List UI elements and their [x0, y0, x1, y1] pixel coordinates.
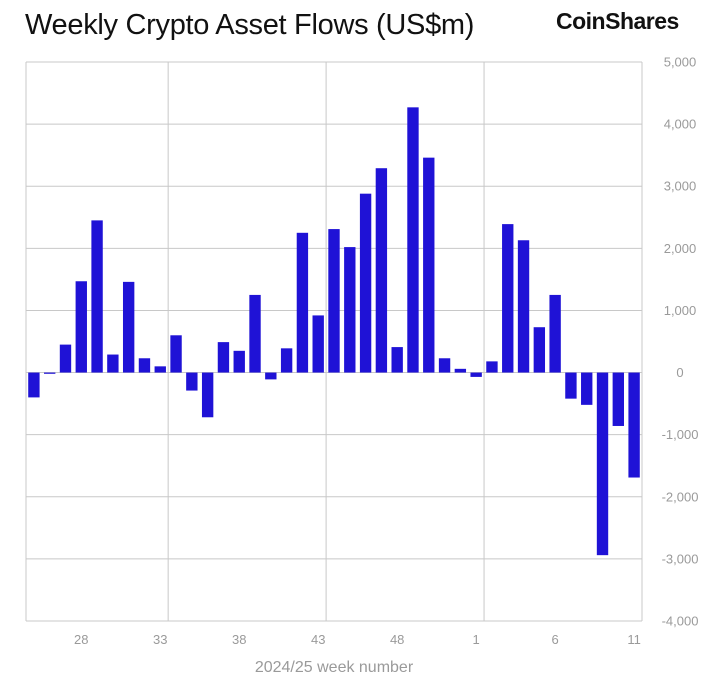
bar: [454, 368, 467, 373]
x-tick-label: 6: [552, 632, 559, 647]
x-tick-label: 28: [74, 632, 88, 647]
bar: [612, 372, 624, 426]
bar: [75, 281, 87, 373]
bar: [233, 350, 245, 373]
bar: [265, 372, 277, 380]
bar: [312, 315, 324, 373]
bar: [344, 247, 356, 373]
bars: [28, 107, 640, 556]
y-tick-label: 0: [676, 365, 683, 380]
y-tick-label: -2,000: [662, 489, 699, 504]
x-tick-label: 33: [153, 632, 167, 647]
x-tick-label: 38: [232, 632, 246, 647]
bar: [328, 229, 340, 373]
bar: [91, 220, 103, 373]
bar: [170, 335, 182, 373]
bar: [359, 193, 372, 373]
y-tick-label: 5,000: [664, 55, 697, 70]
bar: [280, 348, 293, 373]
y-tick-label: 2,000: [664, 241, 697, 256]
y-tick-label: 1,000: [664, 303, 697, 318]
x-tick-label: 48: [390, 632, 404, 647]
bar: [375, 168, 388, 373]
bar: [201, 372, 214, 418]
bar: [549, 294, 561, 373]
y-tick-label: 3,000: [664, 179, 697, 194]
chart-title: Weekly Crypto Asset Flows (US$m): [25, 9, 475, 41]
bar: [565, 372, 577, 399]
y-tick-label: -3,000: [662, 551, 699, 566]
bar: [391, 347, 403, 373]
bar: [407, 107, 419, 373]
bar: [28, 372, 40, 398]
bar: [470, 372, 482, 377]
bar: [217, 342, 230, 373]
bar: [486, 361, 498, 373]
bar: [138, 358, 151, 373]
bar: [581, 372, 593, 405]
bar: [502, 224, 514, 373]
bar: [107, 354, 119, 373]
x-axis-label: 2024/25 week number: [255, 659, 414, 676]
x-tick-label: 1: [473, 632, 480, 647]
bar: [533, 327, 546, 373]
bar: [249, 294, 261, 373]
y-tick-label: 4,000: [664, 117, 697, 132]
x-tick-label: 43: [311, 632, 325, 647]
bar: [596, 372, 609, 556]
bar: [154, 366, 166, 373]
bar: [628, 372, 640, 478]
x-tick-label: 11: [627, 632, 641, 647]
bar: [296, 232, 309, 373]
coinshares-logo: CoinShares: [556, 8, 679, 34]
y-tick-label: -1,000: [662, 427, 699, 442]
y-tick-label: -4,000: [662, 614, 699, 629]
bar: [59, 344, 72, 373]
bar: [122, 281, 135, 373]
bar: [186, 372, 198, 391]
bar: [423, 157, 435, 373]
bar: [438, 358, 451, 373]
bar: [517, 240, 530, 373]
bar: [44, 372, 56, 374]
tick-labels: 5,000 4,000 3,000 2,000 1,000 0 -1,000 -2,000 -3…: [74, 55, 698, 648]
